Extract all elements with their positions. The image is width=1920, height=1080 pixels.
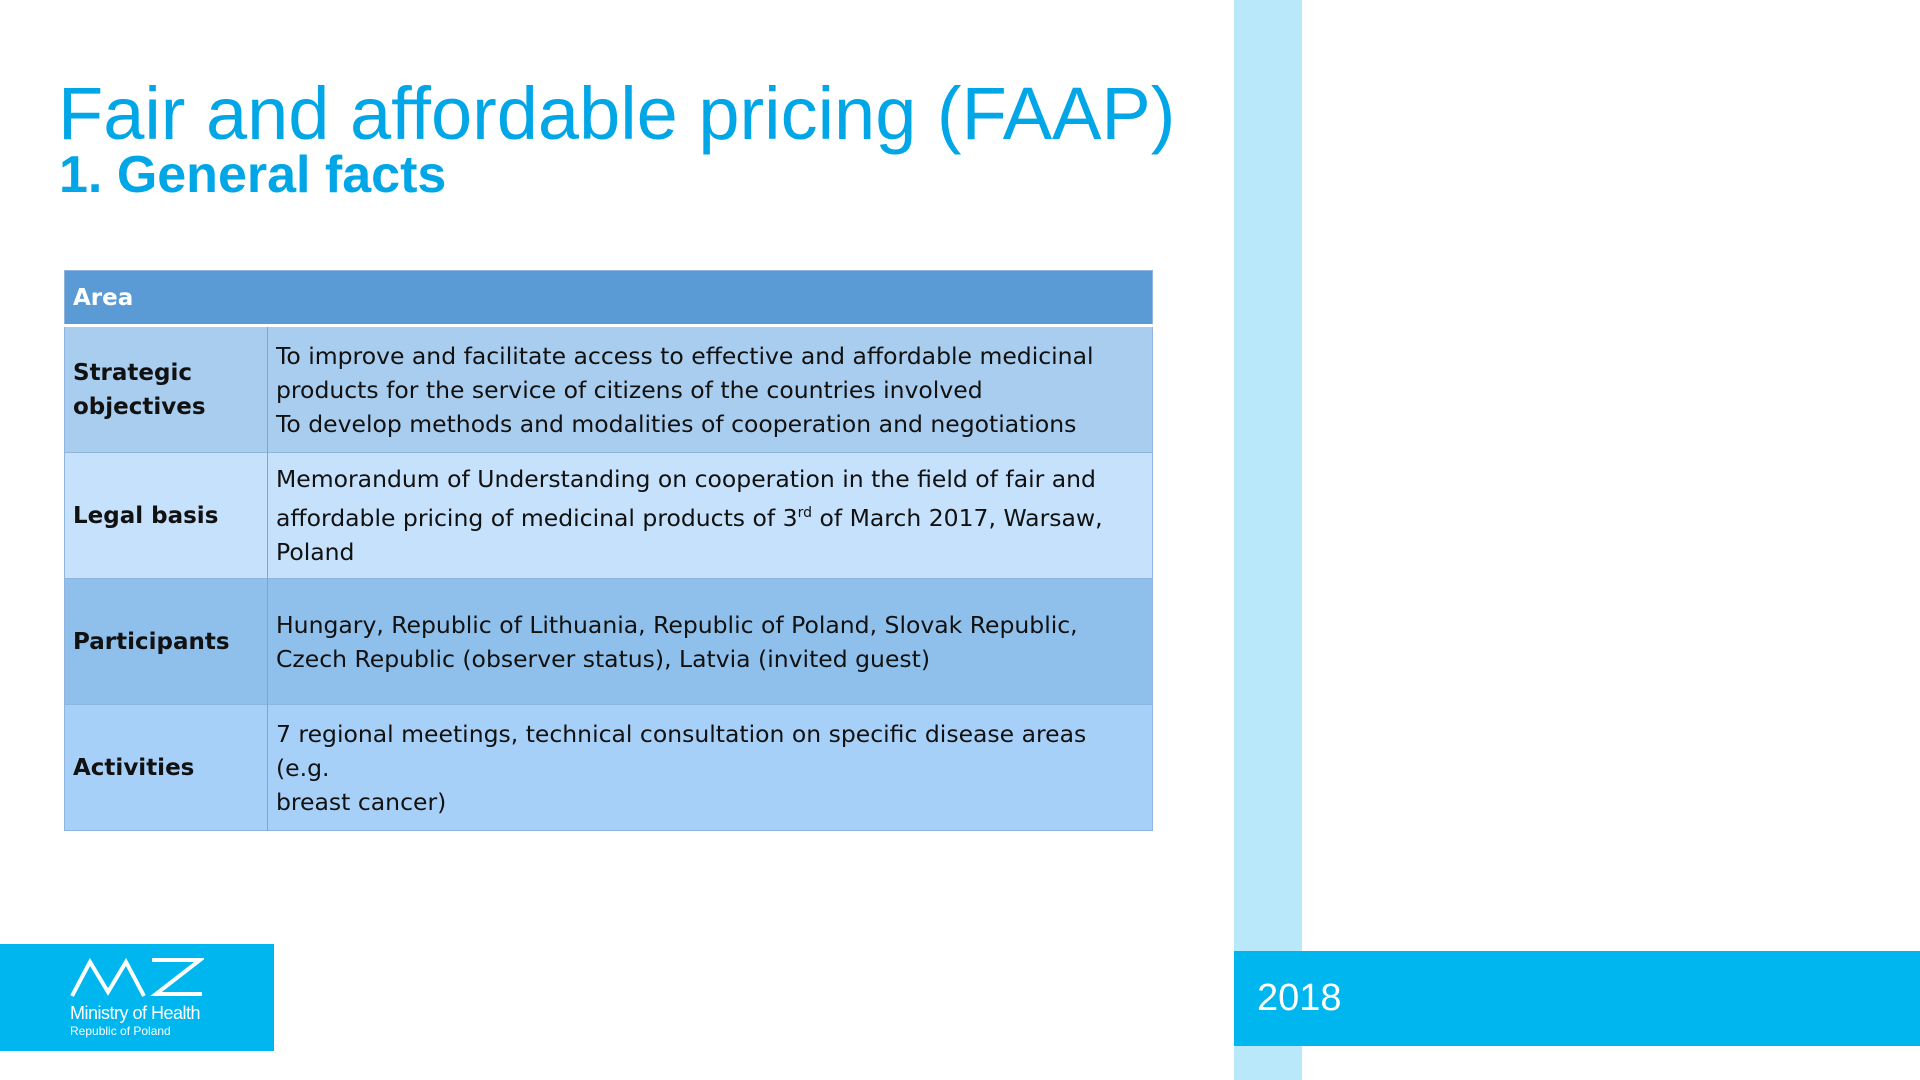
side-stripe xyxy=(1234,0,1302,1080)
table-row: Activities 7 regional meetings, technica… xyxy=(64,704,1153,831)
text-line: breast cancer) xyxy=(276,787,447,816)
row-label-activities: Activities xyxy=(64,704,268,831)
text-line: 7 regional meetings, technical consultat… xyxy=(276,719,1087,782)
text-line: Poland xyxy=(276,537,355,566)
table-row: Legal basis Memorandum of Understanding … xyxy=(64,452,1153,579)
page-title: Fair and affordable pricing (FAAP) xyxy=(58,72,1176,155)
page-subtitle: 1. General facts xyxy=(59,146,447,204)
row-value-strategic-objectives: To improve and facilitate access to effe… xyxy=(267,325,1153,453)
text-line: Czech Republic (observer status), Latvia… xyxy=(276,644,931,673)
text-line: Hungary, Republic of Lithuania, Republic… xyxy=(276,610,1078,639)
text-line: products for the service of citizens of … xyxy=(276,375,983,404)
row-label-strategic-objectives: Strategic objectives xyxy=(64,325,268,453)
table-header-area: Area xyxy=(64,270,1153,327)
row-label-legal-basis: Legal basis xyxy=(64,452,268,579)
row-label-participants: Participants xyxy=(64,578,268,705)
ordinal-suffix: rd xyxy=(797,505,812,522)
facts-table: Area Strategic objectives To improve and… xyxy=(64,270,1153,831)
row-value-activities: 7 regional meetings, technical consultat… xyxy=(267,704,1153,831)
row-value-participants: Hungary, Republic of Lithuania, Republic… xyxy=(267,578,1153,705)
text-line: of March 2017, Warsaw, xyxy=(812,503,1103,532)
text-line: Memorandum of Understanding on cooperati… xyxy=(276,465,1096,494)
year-label: 2018 xyxy=(1257,977,1342,1019)
logo-name: Ministry of Health xyxy=(70,1003,201,1023)
ministry-of-health-logo-icon xyxy=(70,957,204,997)
text-line: affordable pricing of medicinal products… xyxy=(276,503,798,532)
table-header-row: Area xyxy=(64,270,1153,327)
ministry-logo: Ministry of Health Republic of Poland xyxy=(0,944,274,1051)
text-line: To develop methods and modalities of coo… xyxy=(276,409,1077,438)
year-band xyxy=(1234,951,1920,1046)
table-row: Strategic objectives To improve and faci… xyxy=(64,325,1153,453)
table-row: Participants Hungary, Republic of Lithua… xyxy=(64,578,1153,705)
text-line: To improve and facilitate access to effe… xyxy=(276,341,1094,370)
row-value-legal-basis: Memorandum of Understanding on cooperati… xyxy=(267,452,1153,579)
logo-subtitle: Republic of Poland xyxy=(70,1024,171,1038)
